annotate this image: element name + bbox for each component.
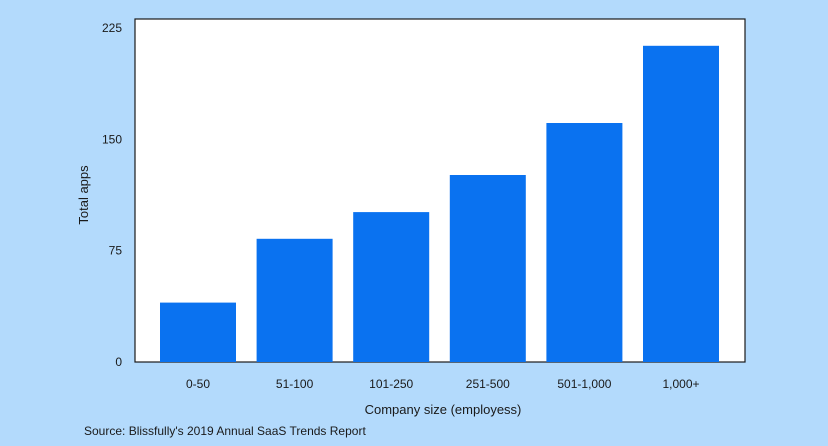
x-tick-labels: 0-50 51-100 101-250 251-500 501-1,000 1,000+ xyxy=(186,377,700,391)
y-tick-label: 225 xyxy=(102,21,122,35)
x-tick-label: 251-500 xyxy=(466,377,510,391)
bar-1,000+ xyxy=(643,45,719,363)
bars-group xyxy=(160,45,719,363)
y-tick-label: 75 xyxy=(109,244,123,258)
bar-51-100 xyxy=(256,238,333,362)
x-tick-label: 0-50 xyxy=(186,377,210,391)
bar-251-500 xyxy=(449,175,526,362)
y-tick-label: 0 xyxy=(115,355,122,369)
x-tick-label: 51-100 xyxy=(276,377,314,391)
bar-0-50 xyxy=(160,302,236,362)
y-tick-labels: 0 75 150 225 xyxy=(102,21,122,369)
bar-101-250 xyxy=(353,212,430,362)
x-axis-label: Company size (employess) xyxy=(365,402,522,417)
source-note: Source: Blissfully's 2019 Annual SaaS Tr… xyxy=(84,424,366,438)
y-tick-label: 150 xyxy=(102,132,122,146)
y-axis-label: Total apps xyxy=(76,165,91,225)
x-tick-label: 101-250 xyxy=(369,377,413,391)
x-tick-label: 1,000+ xyxy=(662,377,699,391)
bar-501-1,000 xyxy=(546,123,623,362)
x-tick-label: 501-1,000 xyxy=(557,377,611,391)
